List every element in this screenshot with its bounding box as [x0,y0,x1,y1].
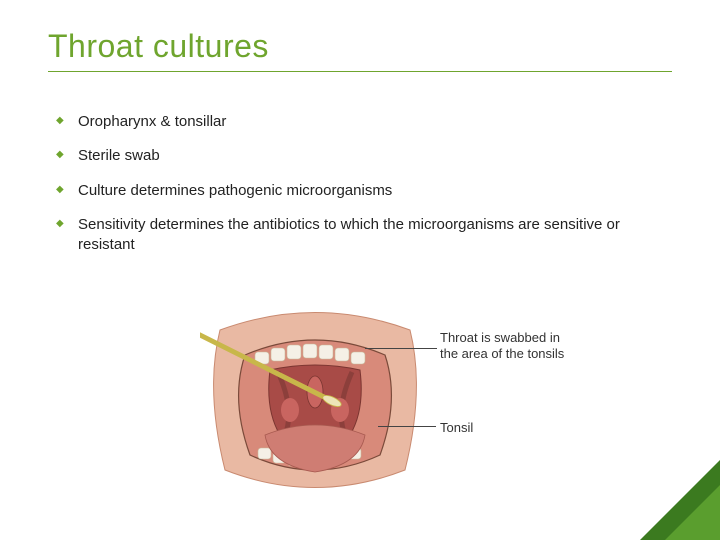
annotation-tonsil: Tonsil [440,420,473,436]
title-underline [48,71,672,72]
bullet-item: Sensitivity determines the antibiotics t… [56,215,672,256]
annotation-leader-line [365,348,437,349]
mouth-illustration [200,300,430,500]
corner-decoration-light [665,485,720,540]
annotation-swab: Throat is swabbed in the area of the ton… [440,330,570,363]
bullet-item: Culture determines pathogenic microorgan… [56,181,672,201]
slide: Throat cultures Oropharynx & tonsillar S… [0,0,720,540]
throat-diagram: Throat is swabbed in the area of the ton… [200,300,540,520]
slide-title: Throat cultures [48,28,672,65]
annotation-leader-line [378,426,436,427]
bullet-item: Oropharynx & tonsillar [56,112,672,132]
bullet-item: Sterile swab [56,146,672,166]
bullet-list: Oropharynx & tonsillar Sterile swab Cult… [48,112,672,255]
